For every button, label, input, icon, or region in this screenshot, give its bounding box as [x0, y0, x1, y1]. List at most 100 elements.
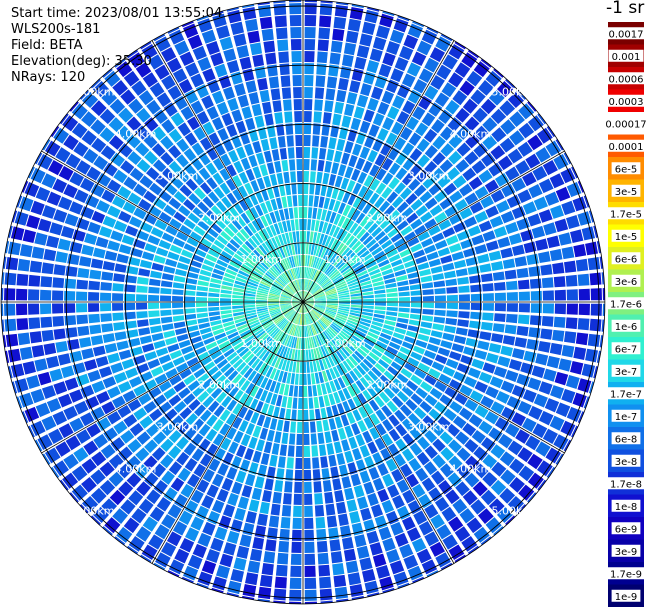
range-gate-cell: [148, 294, 160, 302]
range-gate-cell: [360, 280, 372, 287]
range-gate-cell: [286, 195, 293, 208]
range-gate-cell: [81, 348, 95, 360]
range-gate-cell: [288, 336, 294, 348]
range-gate-cell: [300, 313, 303, 325]
range-gate-cell: [424, 430, 438, 444]
range-gate-cell: [208, 306, 220, 312]
range-gate-cell: [251, 235, 261, 246]
range-gate-cell: [270, 310, 282, 317]
range-gate-cell: [550, 204, 565, 219]
range-gate-cell: [428, 487, 443, 502]
range-gate-cell: [400, 225, 413, 237]
range-gate-cell: [410, 302, 422, 308]
range-gate-cell: [223, 542, 237, 556]
range-gate-cell: [161, 273, 174, 281]
range-gate-cell: [232, 174, 243, 188]
range-gate-cell: [187, 380, 200, 392]
range-gate-cell: [189, 362, 202, 373]
range-gate-cell: [455, 268, 468, 277]
range-gate-cell: [324, 287, 336, 294]
range-gate-cell: [281, 432, 289, 445]
range-gate-cell: [294, 294, 303, 302]
range-gate-cell: [303, 302, 311, 311]
range-gate-cell: [16, 318, 29, 331]
range-gate-cell: [87, 221, 101, 235]
colorbar-label-box: [605, 27, 647, 40]
range-gate-cell: [173, 400, 187, 413]
range-gate-cell: [480, 273, 493, 283]
range-gate-cell: [432, 438, 446, 453]
range-gate-cell: [320, 345, 327, 357]
range-gate-cell: [53, 264, 66, 276]
range-gate-cell: [311, 445, 319, 457]
range-gate-cell: [500, 380, 515, 394]
range-gate-cell: [401, 206, 414, 219]
range-gate-cell: [328, 326, 338, 336]
range-gate-cell: [26, 375, 41, 390]
range-gate-cell: [406, 62, 421, 77]
range-gate-cell: [493, 68, 504, 78]
range-gate-cell: [161, 323, 174, 331]
range-gate-cell: [163, 204, 177, 217]
range-gate-cell: [558, 232, 572, 246]
range-gate-cell: [288, 244, 293, 256]
range-gate-cell: [422, 295, 434, 302]
range-gate-cell: [356, 94, 369, 108]
range-gate-cell: [147, 358, 161, 370]
range-gate-cell: [489, 376, 504, 389]
range-gate-cell: [394, 57, 409, 72]
range-gate-cell: [485, 205, 499, 218]
range-gate-cell: [320, 456, 329, 468]
range-gate-cell: [223, 348, 235, 358]
range-gate-cell: [306, 325, 311, 337]
range-gate-cell: [396, 243, 409, 253]
range-gate-cell: [349, 80, 361, 94]
range-gate-cell: [101, 401, 116, 415]
range-gate-cell: [396, 220, 409, 231]
range-gate-cell: [471, 358, 485, 370]
range-gate-cell: [304, 87, 313, 99]
range-gate-cell: [260, 202, 269, 215]
colorbar-label-box: [611, 184, 641, 197]
range-gate-cell: [411, 537, 427, 553]
range-gate-cell: [297, 409, 303, 421]
range-gate-cell: [381, 239, 393, 250]
range-gate-cell: [212, 157, 225, 171]
range-gate-cell: [263, 551, 276, 564]
range-gate-cell: [177, 122, 191, 137]
range-gate-cell: [518, 465, 535, 482]
range-gate-cell: [112, 195, 126, 209]
range-gate-cell: [507, 495, 524, 513]
range-gate-cell: [71, 465, 88, 482]
range-gate-cell: [578, 288, 590, 301]
range-gate-cell: [207, 191, 220, 204]
range-gate-cell: [136, 294, 148, 302]
range-gate-cell: [283, 288, 294, 296]
range-gate-cell: [274, 210, 281, 222]
range-gate-cell: [223, 226, 235, 238]
range-gate-cell: [565, 375, 580, 390]
range-gate-cell: [268, 293, 280, 297]
range-gate-cell: [406, 527, 421, 542]
range-gate-cell: [341, 115, 352, 128]
range-gate-cell: [341, 54, 354, 67]
range-gate-cell: [52, 315, 65, 327]
range-gate-cell: [58, 423, 74, 439]
range-gate-cell: [423, 128, 438, 143]
range-gate-cell: [488, 250, 502, 261]
range-gate-cell: [48, 428, 64, 445]
range-gate-cell: [255, 374, 265, 387]
range-gate-cell: [482, 471, 498, 487]
range-gate-cell: [484, 179, 499, 193]
range-gate-cell: [322, 248, 330, 260]
range-gate-cell: [437, 247, 451, 257]
range-gate-cell: [371, 246, 383, 256]
range-gate-cell: [577, 180, 585, 193]
range-gate-cell: [312, 336, 318, 348]
range-gate-cell: [350, 307, 362, 311]
range-gate-cell: [337, 389, 346, 402]
range-gate-cell: [285, 469, 294, 481]
data-sectors: [1, 0, 605, 604]
range-gate-cell: [116, 253, 129, 264]
range-gate-cell: [303, 337, 306, 349]
